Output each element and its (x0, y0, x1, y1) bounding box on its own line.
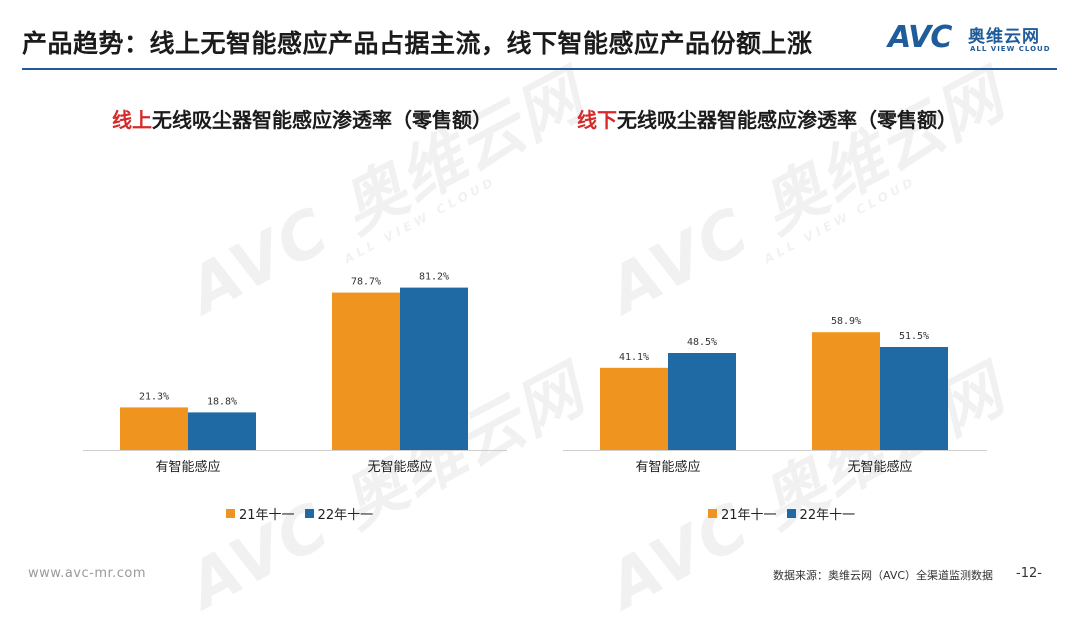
legend-label-21: 21年十一 (721, 508, 777, 523)
data-label: 18.8% (207, 396, 237, 407)
offline-bar-chart: 41.1% 48.5% 有智能感应 58.9% 51.5% 无智能感应 (563, 316, 987, 475)
legend-item: 22年十一 (786, 504, 856, 523)
bar-22-without-sensing (400, 287, 468, 450)
online-bar-chart: 21.3% 18.8% 有智能感应 78.7% 81.2% 无智能感应 (83, 272, 507, 475)
page-title: 产品趋势：线上无智能感应产品占据主流，线下智能感应产品份额上涨 (22, 29, 813, 58)
bar-21-with-sensing (600, 367, 668, 450)
header-divider (22, 68, 1057, 70)
avc-logo: AVC 奥维云网 ALL VIEW CLOUD (888, 20, 1063, 60)
data-label: 48.5% (687, 337, 717, 348)
logo-name-en: ALL VIEW CLOUD (970, 45, 1051, 53)
bar-22-without-sensing (880, 347, 948, 450)
offline-chart-title: 线下无线吸尘器智能感应渗透率（零售额） (577, 104, 957, 133)
bar-21-without-sensing (332, 292, 400, 450)
data-label: 41.1% (619, 352, 649, 363)
legend-swatch-22 (786, 509, 796, 518)
legend-label-22: 22年十一 (799, 508, 856, 523)
data-label: 51.5% (899, 331, 929, 342)
category-label: 无智能感应 (847, 459, 912, 475)
legend-item: 21年十一 (226, 504, 295, 523)
bar-22-with-sensing (668, 353, 736, 450)
legend-label-22: 22年十一 (317, 508, 374, 523)
bar-21-without-sensing (812, 332, 880, 450)
page-number: -12- (1016, 566, 1042, 581)
legend-item: 21年十一 (708, 504, 777, 523)
online-legend: 21年十一 22年十一 (226, 504, 373, 523)
category-label: 有智能感应 (155, 459, 220, 475)
online-title-rest: 无线吸尘器智能感应渗透率（零售额） (152, 108, 492, 132)
logo-mark: AVC (888, 20, 952, 55)
legend-label-21: 21年十一 (239, 508, 295, 523)
data-source-note: 数据来源：奥维云网（AVC）全渠道监测数据 (773, 569, 994, 582)
online-title-highlight: 线上 (112, 108, 152, 132)
legend-swatch-22 (304, 509, 314, 518)
online-chart-title: 线上无线吸尘器智能感应渗透率（零售额） (112, 104, 492, 133)
offline-legend: 21年十一 22年十一 (708, 504, 855, 523)
data-label: 78.7% (351, 277, 381, 288)
legend-swatch-21 (226, 509, 235, 518)
legend-item: 22年十一 (304, 504, 374, 523)
category-label: 有智能感应 (635, 459, 700, 475)
footer-url[interactable]: www.avc-mr.com (28, 566, 147, 581)
offline-title-rest: 无线吸尘器智能感应渗透率（零售额） (617, 108, 957, 132)
legend-swatch-21 (708, 509, 717, 518)
category-label: 无智能感应 (367, 459, 432, 475)
bar-21-with-sensing (120, 407, 188, 450)
data-label: 81.2% (419, 272, 449, 283)
data-label: 21.3% (139, 391, 169, 402)
bar-22-with-sensing (188, 412, 256, 450)
offline-title-highlight: 线下 (577, 108, 617, 132)
data-label: 58.9% (831, 316, 861, 327)
logo-name-cn: 奥维云网 (968, 27, 1040, 47)
slide: AVC 奥维云网 ALL VIEW CLOUD AVC 奥维云网 ALL VIE… (22, 20, 1063, 624)
